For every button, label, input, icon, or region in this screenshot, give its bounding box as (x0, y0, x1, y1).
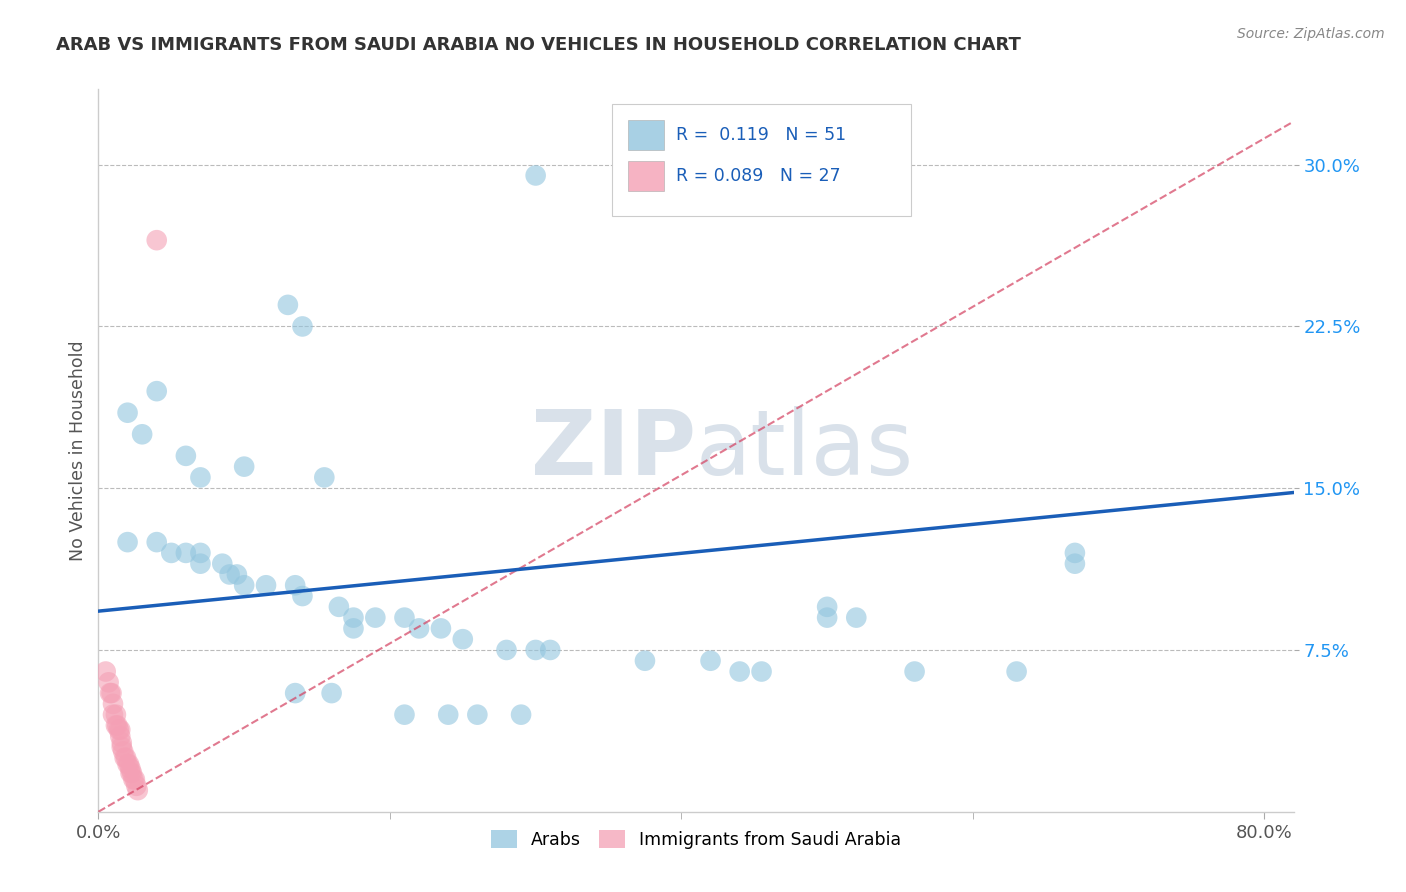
Point (100, 686, 122, 700)
FancyBboxPatch shape (613, 103, 911, 216)
Point (284, 686, 307, 700)
Point (342, 621, 364, 635)
Point (190, 470, 212, 484)
Point (104, 718, 127, 732)
Point (815, 599, 838, 614)
Point (125, 779, 148, 793)
Point (467, 707, 489, 722)
Point (394, 707, 416, 722)
Point (101, 707, 124, 722)
Point (233, 459, 256, 474)
Point (699, 654, 721, 668)
Legend: Arabs, Immigrants from Saudi Arabia: Arabs, Immigrants from Saudi Arabia (482, 822, 910, 857)
Point (728, 665, 751, 679)
Point (328, 599, 350, 614)
Text: Source: ZipAtlas.com: Source: ZipAtlas.com (1237, 27, 1385, 41)
Point (342, 610, 364, 624)
Point (174, 546, 197, 560)
Point (94, 665, 117, 679)
Point (510, 707, 533, 722)
Point (1005, 665, 1028, 679)
Point (120, 762, 142, 776)
Point (110, 723, 132, 737)
Point (160, 546, 183, 560)
Point (117, 406, 139, 420)
Point (314, 470, 336, 484)
Point (321, 686, 343, 700)
Point (127, 783, 149, 797)
Point (1064, 557, 1087, 571)
Point (538, 643, 561, 657)
Point (124, 772, 146, 787)
Point (751, 665, 773, 679)
Point (190, 546, 212, 560)
Point (145, 233, 167, 247)
Text: ARAB VS IMMIGRANTS FROM SAUDI ARABIA NO VEHICLES IN HOUSEHOLD CORRELATION CHART: ARAB VS IMMIGRANTS FROM SAUDI ARABIA NO … (56, 36, 1021, 54)
Y-axis label: No Vehicles in Household: No Vehicles in Household (69, 340, 87, 561)
Point (291, 589, 314, 603)
Point (845, 610, 868, 624)
Point (277, 298, 299, 312)
Point (145, 535, 167, 549)
Point (174, 449, 197, 463)
Point (104, 707, 127, 722)
Point (111, 736, 134, 750)
Point (524, 169, 547, 183)
Point (98, 686, 121, 700)
Point (408, 621, 430, 635)
Point (190, 557, 212, 571)
Point (233, 578, 256, 592)
Point (451, 632, 474, 647)
FancyBboxPatch shape (628, 161, 664, 191)
Point (903, 665, 925, 679)
Point (101, 697, 124, 711)
Point (121, 765, 143, 780)
Point (634, 654, 657, 668)
Point (112, 744, 135, 758)
Point (394, 610, 416, 624)
Point (815, 610, 838, 624)
Point (291, 319, 314, 334)
Point (211, 557, 233, 571)
Point (120, 765, 142, 780)
Point (122, 772, 145, 787)
Text: ZIP: ZIP (531, 407, 696, 494)
Point (108, 723, 131, 737)
Point (225, 567, 247, 582)
Point (115, 751, 138, 765)
Point (364, 610, 387, 624)
Text: R =  0.119   N = 51: R = 0.119 N = 51 (676, 126, 846, 144)
Point (105, 718, 128, 732)
Point (218, 567, 240, 582)
Point (145, 384, 167, 399)
Point (117, 757, 139, 772)
Point (1064, 546, 1087, 560)
Point (254, 578, 277, 592)
FancyBboxPatch shape (628, 120, 664, 150)
Point (110, 729, 132, 743)
Text: atlas: atlas (696, 407, 914, 494)
Point (284, 578, 307, 592)
Point (131, 427, 153, 442)
Point (524, 643, 547, 657)
Point (430, 621, 453, 635)
Point (111, 739, 134, 754)
Point (118, 757, 141, 772)
Point (114, 751, 136, 765)
Point (97, 675, 120, 690)
Point (495, 643, 517, 657)
Point (117, 535, 139, 549)
Point (437, 707, 460, 722)
Text: R = 0.089   N = 27: R = 0.089 N = 27 (676, 167, 841, 185)
